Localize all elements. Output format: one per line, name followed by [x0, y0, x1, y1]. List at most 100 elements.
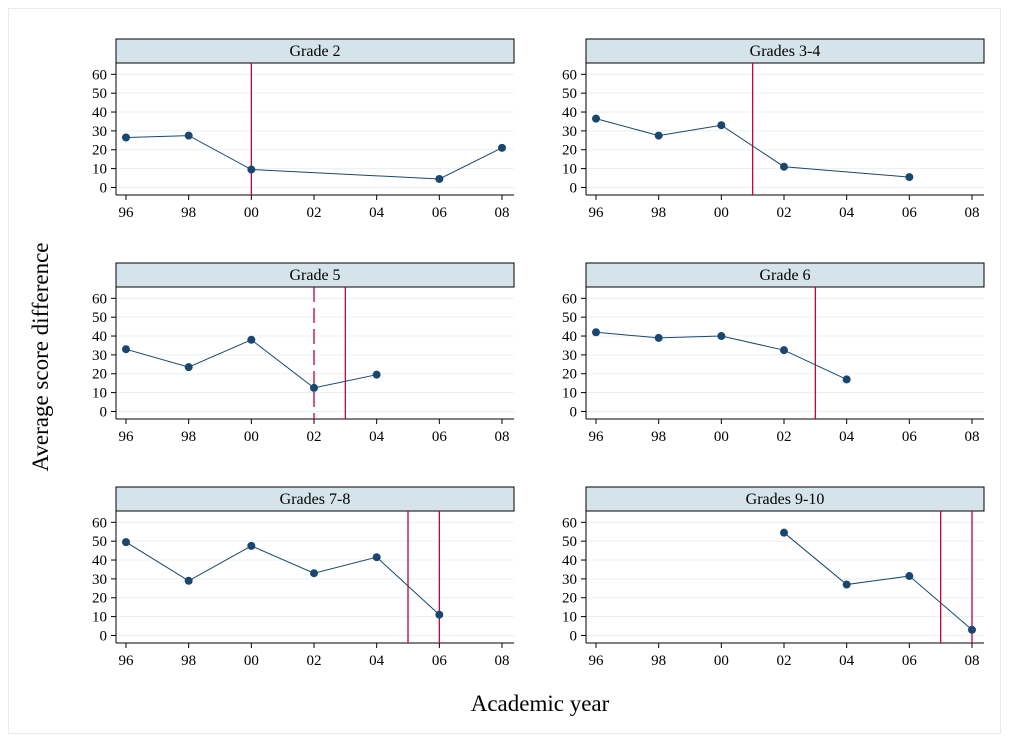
- x-tick-label: 06: [902, 429, 918, 445]
- x-tick-label: 02: [777, 205, 792, 221]
- x-tick-label: 96: [119, 653, 135, 669]
- y-tick-label: 50: [562, 534, 577, 550]
- data-point: [717, 121, 726, 130]
- x-tick-label: 06: [432, 205, 448, 221]
- data-point: [372, 370, 381, 379]
- x-tick-label: 08: [495, 653, 510, 669]
- panel-1: Grade 2 0 10 20 30 40 50 60 96 98 00 02 04 06 08: [92, 38, 515, 221]
- x-tick-label: 08: [965, 205, 980, 221]
- panel-title: Grades 9-10: [746, 491, 825, 508]
- y-tick-label: 0: [570, 404, 578, 420]
- y-tick-label: 60: [92, 67, 107, 83]
- y-tick-label: 30: [92, 124, 107, 140]
- y-tick-label: 10: [92, 162, 107, 178]
- x-tick-label: 06: [902, 653, 918, 669]
- x-tick-label: 08: [495, 205, 510, 221]
- x-tick-label: 02: [307, 429, 322, 445]
- y-tick-label: 40: [562, 105, 577, 121]
- y-tick-label: 50: [92, 86, 107, 102]
- panel-strip: [585, 38, 985, 64]
- figure-frame: [8, 8, 1001, 734]
- panel-title: Grade 2: [289, 43, 340, 60]
- y-tick-label: 60: [562, 67, 577, 83]
- x-tick-label: 98: [651, 429, 666, 445]
- y-tick-label: 0: [570, 180, 578, 196]
- y-tick-label: 60: [562, 515, 577, 531]
- data-point: [184, 576, 193, 585]
- data-point: [717, 332, 726, 341]
- x-tick-label: 96: [589, 429, 605, 445]
- panel-strip: [115, 486, 515, 512]
- y-tick-label: 0: [100, 404, 108, 420]
- data-point: [592, 328, 600, 337]
- y-tick-label: 10: [92, 610, 107, 626]
- panel-title: Grades 3-4: [750, 43, 821, 60]
- y-tick-label: 30: [562, 124, 577, 140]
- x-tick-label: 00: [244, 205, 259, 221]
- data-point: [780, 528, 788, 537]
- x-tick-label: 96: [119, 205, 135, 221]
- data-point: [247, 165, 256, 174]
- data-point: [498, 143, 506, 152]
- x-tick-label: 04: [839, 429, 855, 445]
- y-tick-label: 30: [92, 348, 107, 364]
- data-point: [592, 114, 600, 123]
- data-point: [122, 345, 130, 354]
- y-tick-label: 40: [92, 553, 107, 569]
- data-point: [654, 131, 663, 140]
- y-tick-label: 60: [92, 515, 107, 531]
- panel-strip: [585, 486, 985, 512]
- x-tick-label: 02: [307, 205, 322, 221]
- data-point: [968, 625, 976, 634]
- panel-6: Grades 9-10 0 10 20 30 40 50 60 96 98 00 02 04 06 08: [562, 486, 985, 669]
- x-tick-label: 98: [181, 653, 196, 669]
- y-tick-label: 50: [562, 86, 577, 102]
- y-tick-label: 50: [92, 310, 107, 326]
- data-point: [780, 162, 788, 171]
- x-tick-label: 08: [495, 429, 510, 445]
- y-tick-label: 10: [562, 610, 577, 626]
- data-point: [310, 383, 318, 392]
- y-tick-label: 0: [100, 180, 108, 196]
- panel-strip: [115, 262, 515, 288]
- panel-2: Grades 3-4 0 10 20 30 40 50 60 96 98 00 02 04 06 08: [562, 38, 985, 221]
- data-point: [842, 580, 851, 589]
- y-tick-label: 50: [92, 534, 107, 550]
- data-point: [247, 541, 256, 550]
- y-tick-label: 40: [562, 553, 577, 569]
- data-point: [310, 569, 318, 578]
- panel-strip: [115, 38, 515, 64]
- y-tick-label: 20: [92, 367, 107, 383]
- y-axis-label: Average score difference: [28, 242, 53, 471]
- y-tick-label: 20: [562, 367, 577, 383]
- y-tick-label: 10: [562, 386, 577, 402]
- data-point: [435, 174, 444, 183]
- data-point: [372, 553, 381, 562]
- panel-title: Grade 6: [759, 267, 810, 284]
- y-tick-label: 10: [92, 386, 107, 402]
- x-tick-label: 06: [432, 653, 448, 669]
- data-point: [905, 572, 914, 581]
- x-tick-label: 98: [651, 205, 666, 221]
- y-tick-label: 0: [100, 628, 108, 644]
- panel-4: Grade 6 0 10 20 30 40 50 60 96 98 00 02 04 06 08: [562, 262, 985, 445]
- x-tick-label: 08: [965, 429, 980, 445]
- data-point: [247, 335, 256, 344]
- x-tick-label: 96: [589, 653, 605, 669]
- series-line: [125, 541, 440, 616]
- y-tick-label: 10: [562, 162, 577, 178]
- x-tick-label: 06: [902, 205, 918, 221]
- x-tick-label: 02: [307, 653, 322, 669]
- data-point: [122, 538, 130, 547]
- x-tick-label: 04: [369, 429, 385, 445]
- x-tick-label: 96: [589, 205, 605, 221]
- y-tick-label: 20: [92, 591, 107, 607]
- x-tick-label: 00: [244, 429, 259, 445]
- data-point: [780, 346, 788, 355]
- y-tick-label: 50: [562, 310, 577, 326]
- panel-5: Grades 7-8 0 10 20 30 40 50 60 96 98 00 02 04 06 08: [92, 486, 515, 669]
- data-point: [184, 363, 193, 372]
- data-point: [842, 375, 851, 384]
